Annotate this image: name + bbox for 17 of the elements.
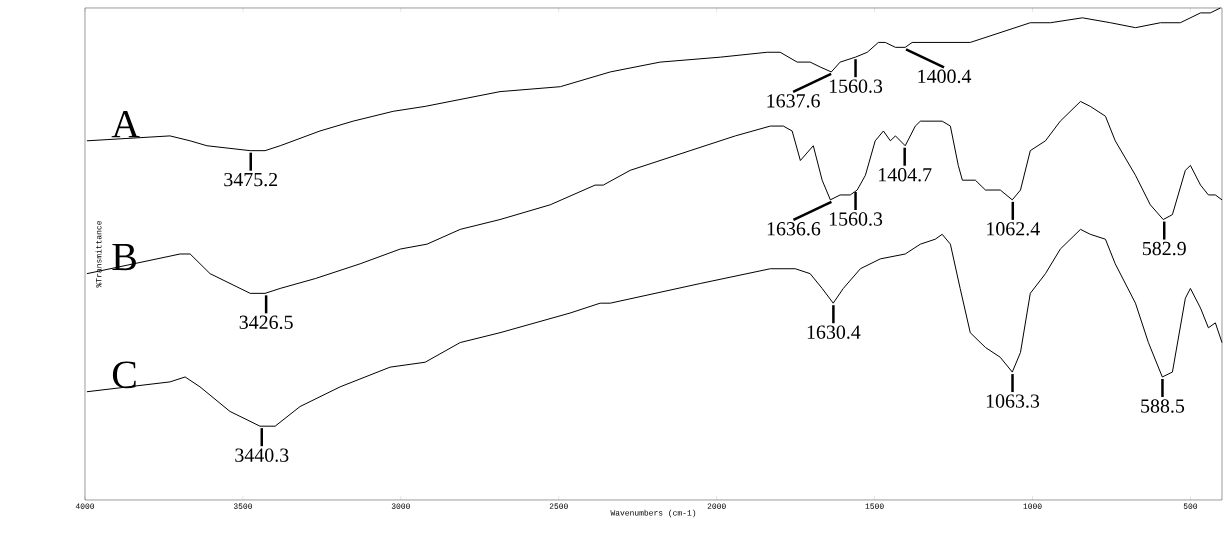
- annotation: 1560.3: [829, 79, 883, 93]
- annotation: 1063.3: [986, 394, 1040, 408]
- annotation: 3426.5: [239, 315, 293, 330]
- annotation: 1560.3: [829, 212, 883, 226]
- annotation: 3475.2: [224, 172, 278, 187]
- annotation: 582.9: [1142, 241, 1186, 256]
- annotation: 1404.7: [879, 168, 932, 182]
- series-label: A: [111, 111, 140, 138]
- annotation: 1630.4: [807, 325, 861, 339]
- series-label: C: [112, 361, 136, 389]
- annotation: 1636.6: [767, 222, 821, 236]
- annotation: 1062.4: [987, 222, 1040, 236]
- annotation: 1400.4: [918, 69, 972, 84]
- annotation: 1637.6: [767, 94, 820, 108]
- annotation: 3440.3: [235, 448, 289, 462]
- annotation: 588.5: [1141, 399, 1185, 413]
- series-label: B: [112, 243, 136, 271]
